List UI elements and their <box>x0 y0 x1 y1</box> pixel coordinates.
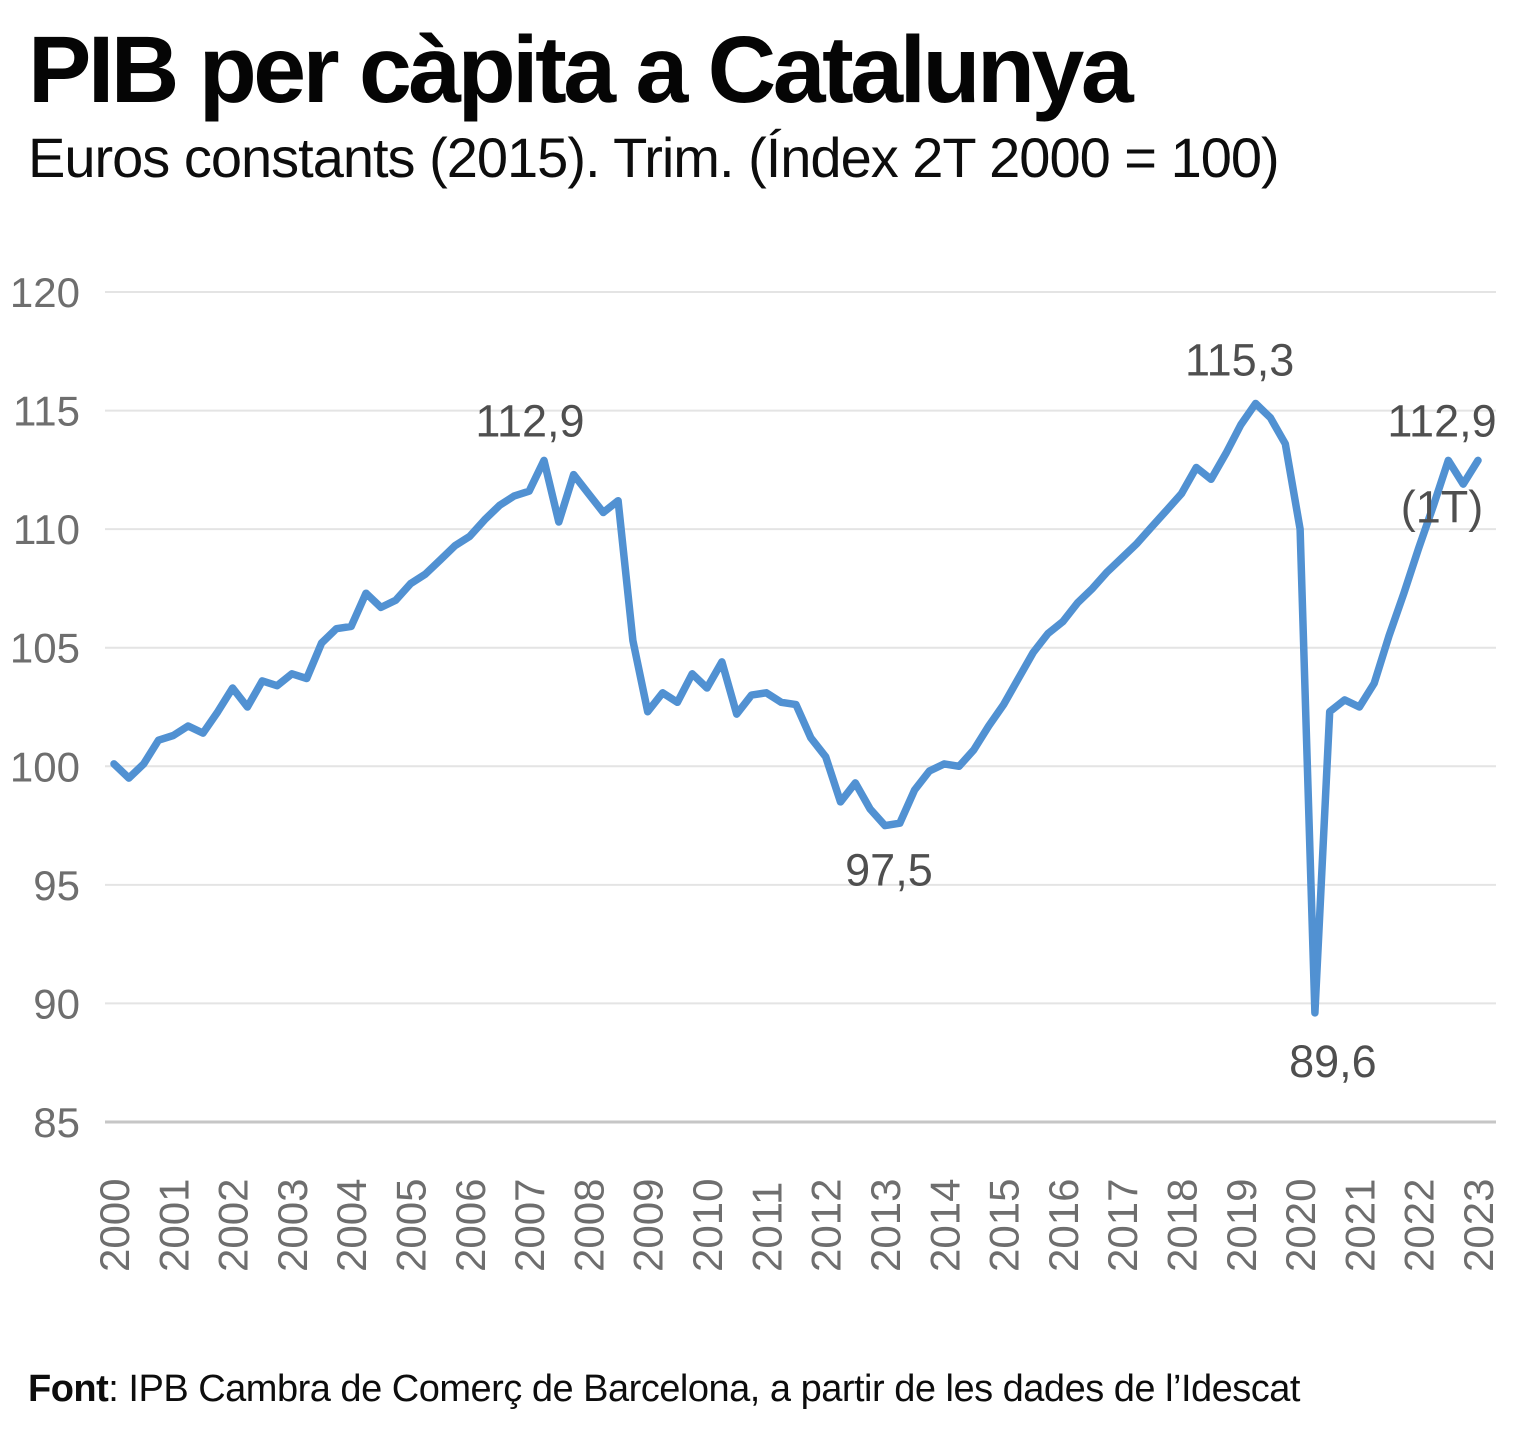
x-tick-label: 2008 <box>565 1179 612 1272</box>
x-tick-label: 2021 <box>1336 1179 1383 1272</box>
annotation-label: 112,9 <box>475 395 584 446</box>
x-tick-label: 2010 <box>684 1179 731 1272</box>
x-tick-label: 2009 <box>625 1179 672 1272</box>
x-tick-label: 2016 <box>1040 1179 1087 1272</box>
chart-title: PIB per càpita a Catalunya <box>28 17 1134 123</box>
x-tick-label: 2006 <box>447 1179 494 1272</box>
annotation-label: 115,3 <box>1185 334 1294 385</box>
x-tick-label: 2012 <box>803 1179 850 1272</box>
y-tick-label: 95 <box>33 862 80 909</box>
source-note: Font: IPB Cambra de Comerç de Barcelona,… <box>28 1368 1300 1411</box>
x-tick-label: 2013 <box>862 1179 909 1272</box>
y-tick-label: 105 <box>10 625 80 672</box>
y-tick-label: 115 <box>13 388 80 435</box>
x-tick-label: 2004 <box>328 1179 375 1272</box>
x-tick-label: 2007 <box>506 1179 553 1272</box>
annotation-label: 89,6 <box>1289 1036 1377 1087</box>
chart-header: PIB per càpita a Catalunya Euros constan… <box>28 22 1507 190</box>
x-tick-label: 2018 <box>1158 1179 1205 1272</box>
y-tick-label: 85 <box>33 1099 80 1146</box>
x-tick-label: 2000 <box>91 1179 138 1272</box>
x-tick-label: 2014 <box>921 1179 968 1272</box>
x-tick-label: 2023 <box>1455 1179 1502 1272</box>
x-tick-label: 2002 <box>210 1179 257 1272</box>
annotation-label: 97,5 <box>845 845 933 896</box>
chart-subtitle: Euros constants (2015). Trim. (Índex 2T … <box>28 125 1280 189</box>
x-tick-label: 2003 <box>269 1179 316 1272</box>
x-tick-label: 2020 <box>1277 1179 1324 1272</box>
y-tick-label: 100 <box>10 743 80 790</box>
gdp-per-capita-line <box>110 399 1482 1017</box>
x-tick-label: 2022 <box>1396 1179 1443 1272</box>
x-tick-label: 2011 <box>743 1182 790 1272</box>
x-tick-label: 2005 <box>388 1179 435 1272</box>
y-tick-label: 120 <box>10 269 80 316</box>
source-text: : IPB Cambra de Comerç de Barcelona, a p… <box>108 1368 1300 1410</box>
y-tick-label: 90 <box>33 980 80 1027</box>
source-label: Font <box>28 1368 109 1410</box>
y-tick-label: 110 <box>13 506 80 553</box>
annotation-label: 112,9 <box>1387 395 1496 446</box>
x-tick-label: 2019 <box>1218 1179 1265 1272</box>
x-tick-label: 2015 <box>981 1179 1028 1272</box>
x-tick-label: 2017 <box>1099 1179 1146 1272</box>
annotation-label: (1T) <box>1401 481 1484 532</box>
x-tick-label: 2001 <box>150 1179 197 1272</box>
